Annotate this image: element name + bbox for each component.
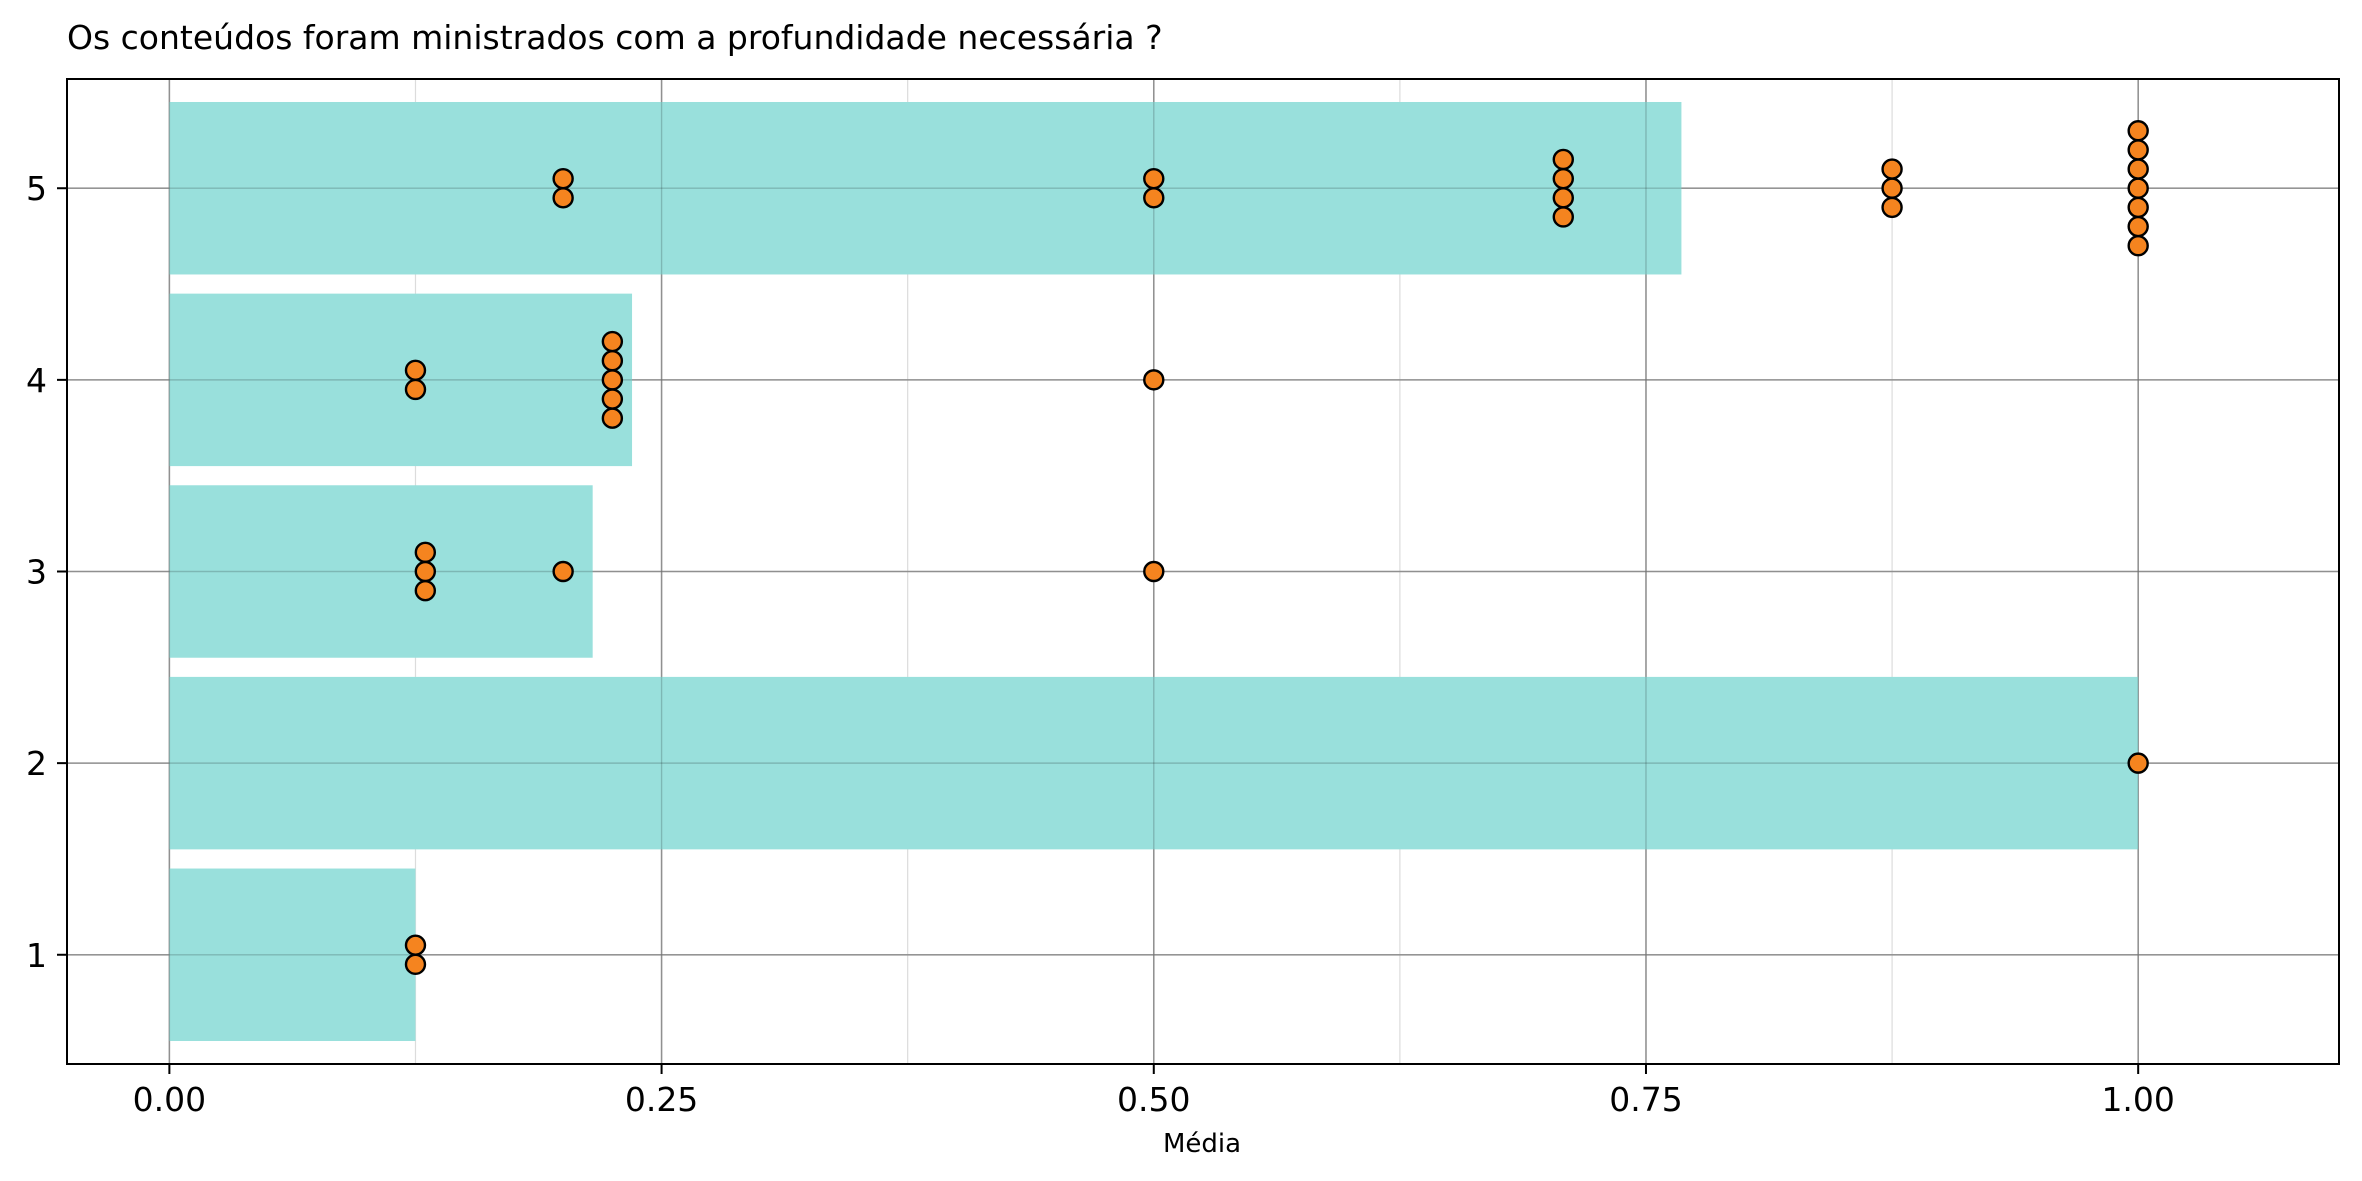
data-point: [1881, 158, 1903, 180]
data-point: [601, 407, 624, 429]
data-point: [2127, 158, 2149, 180]
data-point: [404, 378, 427, 401]
data-point: [601, 369, 624, 391]
data-point: [1552, 187, 1574, 209]
data-point: [404, 934, 427, 956]
x-tick-label: 0.25: [625, 1080, 698, 1119]
data-point: [1143, 187, 1165, 209]
data-point: [1552, 148, 1574, 171]
data-point: [414, 541, 437, 564]
data-point: [414, 560, 437, 583]
data-point: [1552, 206, 1574, 228]
data-point: [1881, 177, 1903, 199]
y-tick-label: 3: [26, 553, 47, 592]
data-point: [552, 560, 574, 583]
data-point: [1143, 167, 1165, 190]
x-axis-label: Média: [1163, 1129, 1241, 1159]
data-point: [2127, 752, 2149, 774]
bar: [169, 101, 1682, 275]
data-point: [404, 359, 427, 381]
data-point: [552, 167, 574, 190]
y-tick-label: 1: [26, 936, 47, 975]
y-tick-label: 4: [26, 361, 47, 400]
data-point: [552, 187, 574, 209]
points: [404, 120, 2149, 976]
x-axis: 0.00 0.25 0.50 0.75 1.00: [133, 1064, 2175, 1119]
data-point: [2127, 215, 2149, 238]
data-point: [2127, 177, 2149, 199]
bar: [169, 676, 2139, 850]
data-point: [601, 350, 624, 372]
grid-overlay: [67, 79, 2339, 1064]
y-axis: 1 2 3 4 5: [26, 169, 67, 975]
y-tick-label: 2: [26, 744, 47, 783]
y-tick-label: 5: [26, 169, 47, 208]
chart-title: Os conteúdos foram ministrados com a pro…: [67, 18, 1163, 57]
data-point: [1143, 369, 1165, 391]
bar: [169, 293, 633, 467]
x-tick-label: 0.50: [1117, 1080, 1190, 1119]
data-point: [2127, 196, 2149, 219]
bar: [169, 485, 593, 658]
data-point: [1552, 167, 1574, 190]
bar: [169, 868, 416, 1042]
data-point: [1143, 560, 1165, 583]
data-point: [1881, 196, 1903, 219]
bars: [67, 79, 2339, 1064]
data-point: [414, 579, 437, 602]
data-point: [2127, 139, 2149, 161]
data-point: [601, 330, 624, 353]
data-point: [2127, 235, 2149, 257]
data-point: [601, 388, 624, 410]
x-tick-label: 0.00: [133, 1080, 206, 1119]
data-point: [2127, 120, 2149, 142]
x-tick-label: 0.75: [1609, 1080, 1682, 1119]
data-point: [404, 953, 427, 976]
x-tick-label: 1.00: [2101, 1080, 2174, 1119]
